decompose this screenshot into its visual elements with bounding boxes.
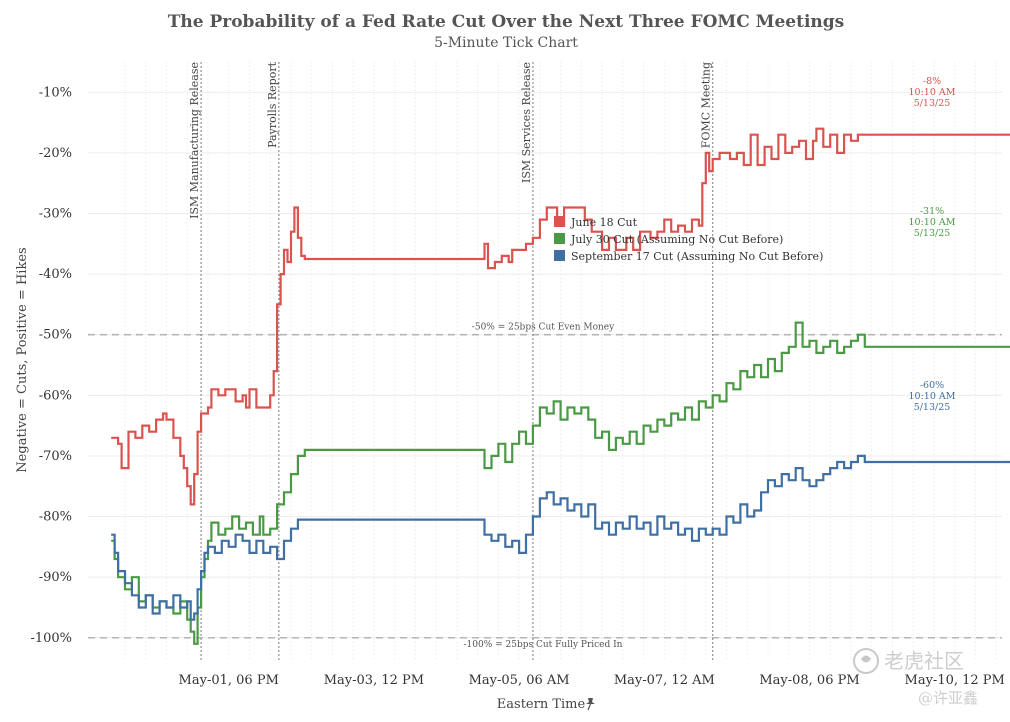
event-label: ISM Manufacturing Release <box>188 62 201 219</box>
y-tick-label: -70% <box>39 449 72 464</box>
end-label-line: 10:10 AM <box>909 391 956 402</box>
y-tick-label: -100% <box>30 631 72 646</box>
end-label-line: 5/13/25 <box>914 402 951 413</box>
y-tick-label: -10% <box>39 85 72 100</box>
y-axis-title: Negative = Cuts, Positive = Hikes <box>15 247 30 472</box>
legend-swatch[interactable] <box>554 216 565 227</box>
x-tick-label: May-08, 06 PM <box>759 673 859 688</box>
grid-lines <box>88 62 1002 662</box>
legend[interactable]: June 18 Cut July 30 Cut (Assuming No Cut … <box>554 216 823 263</box>
x-tick-label: May-01, 06 PM <box>179 673 279 688</box>
watermark: 老虎社区 @许亚鑫 <box>853 648 978 707</box>
end-label-line: -31% <box>920 206 944 217</box>
y-tick-label: -80% <box>39 510 72 525</box>
reference-line-label: -100% = 25bps Cut Fully Priced In <box>464 640 623 650</box>
series-lines <box>111 127 1010 645</box>
y-tick-label: -20% <box>39 146 72 161</box>
y-axis: -10% -20% -30% -40% -50% -60% -70% -80% -90% -100… <box>30 85 72 645</box>
end-label-line: -8% <box>923 76 941 87</box>
legend-entry[interactable]: June 18 Cut <box>570 216 638 229</box>
end-label-line: 10:10 AM <box>909 87 956 98</box>
watermark-text: 老虎社区 <box>884 649 964 673</box>
end-label-line: 10:10 AM <box>909 217 956 228</box>
legend-entry[interactable]: September 17 Cut (Assuming No Cut Before… <box>571 250 823 263</box>
x-tick-label: May-03, 12 PM <box>324 673 424 688</box>
y-tick-label: -30% <box>39 207 72 222</box>
series-line-3 <box>111 454 1010 621</box>
end-label-line: -60% <box>920 380 944 391</box>
chart-subtitle: 5-Minute Tick Chart <box>434 35 578 51</box>
y-tick-label: -40% <box>39 267 72 282</box>
legend-entry[interactable]: July 30 Cut (Assuming No Cut Before) <box>570 233 783 246</box>
end-labels: -8%10:10 AM5/13/25-31%10:10 AM5/13/25-60… <box>909 76 956 413</box>
x-tick-label: May-10, 12 PM <box>905 673 1005 688</box>
x-tick-label: May-07, 12 AM <box>614 673 715 688</box>
x-axis: May-01, 06 PM May-03, 12 PM May-05, 06 AM M… <box>179 673 1005 688</box>
reference-lines: -50% = 25bps Cut Even Money -100% = 25bps… <box>88 323 1002 650</box>
y-tick-label: -60% <box>39 388 72 403</box>
event-markers: ISM Manufacturing Release Payrolls Report… <box>188 61 714 662</box>
pin-icon <box>586 698 595 711</box>
watermark-handle: @许亚鑫 <box>918 689 978 707</box>
end-label-line: 5/13/25 <box>914 98 951 109</box>
event-label: FOMC Meeting <box>700 62 713 148</box>
x-tick-label: May-05, 06 AM <box>469 673 570 688</box>
series-line-2 <box>111 321 1010 645</box>
series-line-1 <box>111 127 1010 506</box>
reference-line-label: -50% = 25bps Cut Even Money <box>472 323 615 333</box>
x-axis-title: Eastern Time <box>497 697 586 712</box>
chart-title: The Probability of a Fed Rate Cut Over t… <box>168 12 845 32</box>
y-tick-label: -50% <box>39 328 72 343</box>
y-tick-label: -90% <box>39 570 72 585</box>
event-label: ISM Services Release <box>520 62 533 183</box>
watermark-logo-icon <box>853 648 879 674</box>
legend-swatch[interactable] <box>554 250 565 261</box>
event-label: Payrolls Report <box>266 61 279 147</box>
legend-swatch[interactable] <box>554 233 565 244</box>
end-label-line: 5/13/25 <box>914 228 951 239</box>
